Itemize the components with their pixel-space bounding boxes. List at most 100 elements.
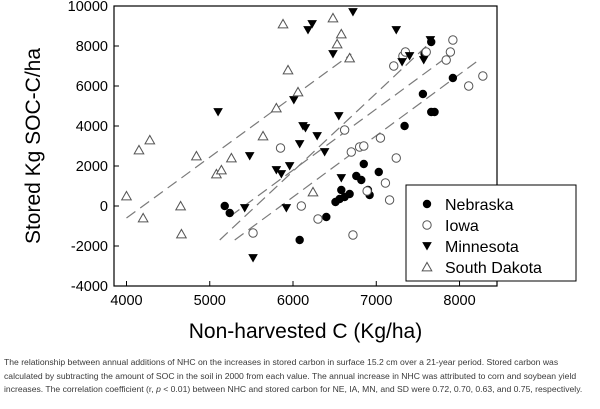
data-point [425,36,436,45]
data-point [343,52,356,63]
data-point [284,162,295,171]
data-point [271,166,282,175]
data-point [357,175,366,185]
data-point [313,214,323,224]
data-point [239,204,250,213]
data-point [174,200,187,211]
data-point [362,186,372,196]
data-point [397,58,407,67]
fit-line [126,53,352,219]
data-point [276,170,287,179]
data-point [336,174,347,183]
data-point [389,61,399,71]
data-point [319,148,330,157]
caption-sentence-1: The relationship between annual addition… [4,357,577,394]
data-point [448,35,458,45]
y-axis-label: Stored Kg SOC-C/ha [22,48,45,244]
y-tick-label: 0 [100,199,108,215]
x-tick-label: 6000 [277,293,309,309]
data-point [404,52,415,61]
data-point [307,186,319,197]
fit-line [230,59,444,217]
fit-lines [126,39,477,241]
scatter-chart: 4000 5000 6000 7000 8000 -4000 -2000 0 2000 4000 6… [22,0,577,343]
y-tick-label: 4000 [76,119,108,135]
data-point [374,167,383,177]
data-point [380,178,391,188]
data-point [300,124,311,133]
data-point [337,185,346,195]
data-point [430,107,439,117]
data-point [144,134,156,145]
data-point [289,96,299,105]
data-point [215,164,228,175]
data-point [175,228,188,239]
data-point [345,189,354,199]
x-tick-label: 8000 [443,293,475,309]
legend-label: Minnesota [445,239,519,256]
legend-label: Nebraska [445,197,514,214]
legend-marker [421,261,433,272]
data-point [334,112,344,121]
data-point [348,8,358,17]
y-tick-label: 8000 [76,39,108,55]
data-point [418,56,429,65]
caption-sentence-2: < 0.01) between NHC and stored carbon fo… [160,384,583,394]
legend-marker [422,220,432,230]
data-point [257,130,269,141]
data-point [225,208,234,218]
data-point [295,235,304,245]
data-points [120,8,488,263]
data-point [348,230,358,240]
data-point [327,12,339,23]
y-tick-label: 2000 [76,159,108,175]
y-tick-label: -2000 [71,239,108,255]
fit-line [219,39,434,241]
data-point [220,201,229,211]
data-point [391,26,402,35]
y-tick-label: 10000 [68,0,108,15]
axis-ticks: 4000 5000 6000 7000 8000 -4000 -2000 0 2000 4000 6… [68,0,476,309]
data-point [418,89,428,99]
data-point [375,133,386,143]
legend-box [405,184,577,282]
data-point [346,147,356,157]
data-point [281,204,292,213]
data-point [294,140,305,149]
x-axis-label: Non-harvested C (Kg/ha) [189,320,422,343]
y-tick-label: 6000 [76,79,108,95]
x-tick-label: 7000 [360,293,392,309]
data-point [292,86,304,97]
x-tick-label: 4000 [110,293,142,309]
data-point [463,81,474,91]
data-point [275,143,286,153]
data-point [448,73,458,83]
legend-marker [422,199,432,209]
data-point [312,132,322,141]
legend: Nebraska Iowa Minnesota South Dakota [405,184,577,282]
data-point [277,18,289,29]
data-point [225,152,238,163]
data-point [328,50,338,59]
data-point [322,212,331,222]
data-point [339,125,350,135]
data-point [282,64,294,75]
data-point [445,47,456,57]
data-point [213,108,223,117]
data-point [296,201,307,211]
data-point [441,55,451,65]
x-tick-label: 5000 [194,293,226,309]
data-point [303,26,313,35]
data-point [359,159,368,169]
figure-caption: The relationship between annual addition… [4,356,596,397]
data-point [478,71,488,81]
data-point [335,28,347,39]
data-point [331,38,343,49]
data-point [190,150,203,161]
data-point [421,47,431,57]
data-point [244,152,255,161]
caption-p-symbol: p [156,384,161,394]
data-point [307,20,317,29]
data-point [120,190,133,201]
legend-label: South Dakota [445,260,542,277]
